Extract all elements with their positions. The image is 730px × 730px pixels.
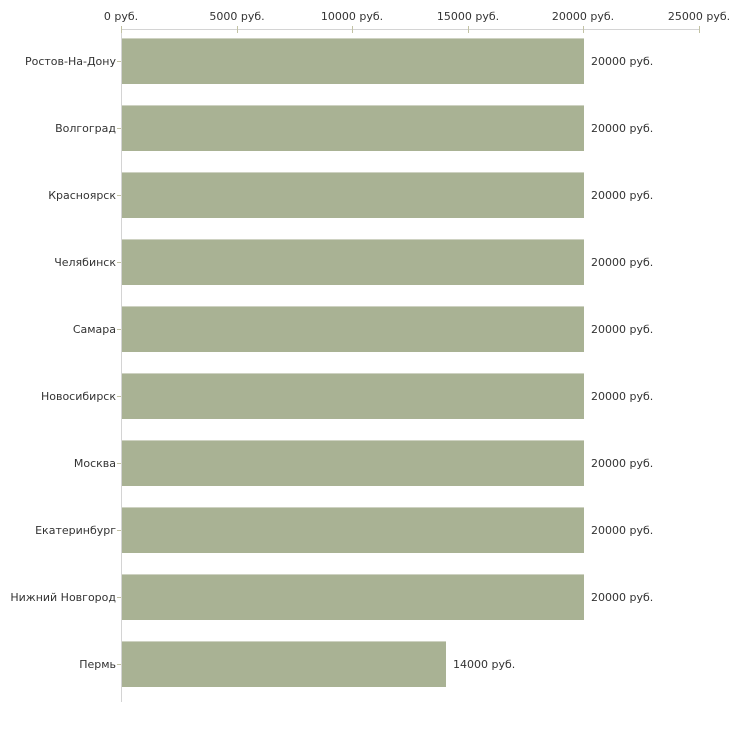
category-label: Москва (73, 456, 116, 470)
y-axis-tick-mark (117, 61, 121, 62)
category-label: Волгоград (55, 121, 116, 135)
bar (122, 172, 584, 218)
x-axis-tick-mark (121, 26, 122, 33)
bar (122, 306, 584, 352)
bar-value-label: 20000 руб. (591, 590, 654, 604)
category-label: Ростов-На-Дону (24, 54, 116, 68)
x-axis-tick-label: 25000 руб. (667, 10, 730, 23)
category-label: Новосибирск (40, 389, 116, 403)
category-label: Челябинск (54, 255, 116, 269)
y-axis-tick-mark (117, 128, 121, 129)
bar (122, 507, 584, 553)
y-axis-tick-mark (117, 530, 121, 531)
category-label: Самара (72, 322, 116, 336)
y-axis-tick-mark (117, 262, 121, 263)
bar-value-label: 20000 руб. (591, 389, 654, 403)
bar (122, 239, 584, 285)
y-axis-tick-mark (117, 664, 121, 665)
bar-value-label: 20000 руб. (591, 121, 654, 135)
category-label: Пермь (79, 657, 116, 671)
bar (122, 373, 584, 419)
category-label: Нижний Новгород (10, 590, 116, 604)
y-axis-tick-mark (117, 463, 121, 464)
x-axis-tick-mark (468, 26, 469, 33)
bar-value-label: 20000 руб. (591, 54, 654, 68)
bar (122, 574, 584, 620)
y-axis-tick-mark (117, 329, 121, 330)
y-axis-tick-mark (117, 597, 121, 598)
bar-value-label: 20000 руб. (591, 523, 654, 537)
x-axis-tick-mark (699, 26, 700, 33)
x-axis-tick-label: 15000 руб. (436, 10, 500, 23)
y-axis-tick-mark (117, 195, 121, 196)
x-axis-line (121, 29, 700, 30)
bar-value-label: 20000 руб. (591, 322, 654, 336)
bar-value-label: 20000 руб. (591, 456, 654, 470)
bar-value-label: 20000 руб. (591, 188, 654, 202)
x-axis-tick-label: 20000 руб. (551, 10, 615, 23)
x-axis-tick-label: 10000 руб. (320, 10, 384, 23)
y-axis-tick-mark (117, 396, 121, 397)
x-axis-tick-mark (352, 26, 353, 33)
x-axis-tick-mark (237, 26, 238, 33)
bar-value-label: 20000 руб. (591, 255, 654, 269)
bar (122, 641, 446, 687)
bar-value-label: 14000 руб. (453, 657, 516, 671)
y-axis-line (121, 29, 122, 702)
category-label: Красноярск (48, 188, 116, 202)
bar (122, 105, 584, 151)
x-axis-tick-mark (583, 26, 584, 33)
category-label: Екатеринбург (35, 523, 116, 537)
bar (122, 440, 584, 486)
x-axis-tick-label: 0 руб. (103, 10, 139, 23)
bar (122, 38, 584, 84)
x-axis-tick-label: 5000 руб. (209, 10, 265, 23)
